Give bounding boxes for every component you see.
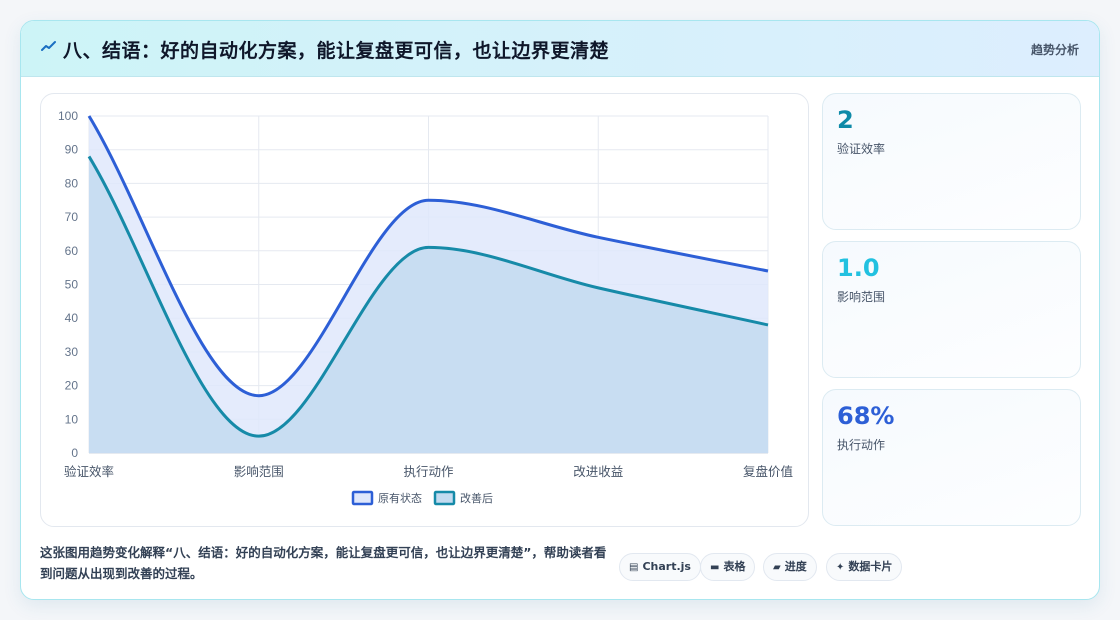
- x-tick-label: 执行动作: [403, 464, 454, 479]
- y-tick-label: 40: [65, 311, 79, 325]
- stat-value: 68%: [837, 402, 895, 430]
- chip-label: 表格: [723, 560, 746, 573]
- chart-icon: ▤: [629, 562, 639, 573]
- chip-progress[interactable]: ▰ 进度: [763, 553, 817, 581]
- legend-label: 改善后: [460, 491, 493, 505]
- trend-icon: [41, 41, 56, 51]
- x-tick-label: 影响范围: [234, 464, 284, 479]
- card-header: 八、结语：好的自动化方案，能让复盘更可信，也让边界更清楚 趋势分析: [21, 21, 1099, 77]
- y-tick-label: 0: [71, 446, 78, 460]
- x-tick-label: 验证效率: [64, 464, 114, 479]
- chip-chartjs[interactable]: ▤ Chart.js: [619, 553, 701, 581]
- series-line-1: [87, 155, 769, 438]
- y-tick-label: 80: [65, 176, 79, 190]
- legend-label: 原有状态: [378, 491, 422, 505]
- stat-label: 执行动作: [837, 438, 886, 452]
- x-tick-label: 复盘价值: [743, 464, 793, 479]
- page-title: 八、结语：好的自动化方案，能让复盘更可信，也让边界更清楚: [63, 40, 610, 62]
- stat-value: 2: [837, 106, 854, 134]
- y-tick-label: 60: [65, 244, 79, 258]
- y-tick-label: 70: [65, 210, 79, 224]
- series-area-1: [89, 156, 768, 453]
- stat-label: 影响范围: [837, 290, 886, 304]
- stat-card-1: 2 验证效率: [822, 93, 1081, 230]
- y-tick-label: 50: [65, 278, 79, 292]
- y-tick-label: 90: [65, 143, 79, 157]
- category-tag: 趋势分析: [1030, 43, 1079, 57]
- chip-label: Chart.js: [642, 560, 691, 573]
- stat-value: 1.0: [837, 254, 880, 282]
- stat-card-2: 1.0 影响范围: [822, 241, 1081, 378]
- analysis-card: 八、结语：好的自动化方案，能让复盘更可信，也让边界更清楚 趋势分析 0 10 20 3…: [20, 20, 1100, 600]
- chip-label: 进度: [784, 560, 807, 573]
- chart-panel: 0 10 20 30 40 50 60 70 80 90 100 验证效率 影响范围 执行动作 改进收益 复盘…: [40, 93, 809, 527]
- stat-card-3: 68% 执行动作: [822, 389, 1081, 526]
- progress-icon: ▰: [773, 562, 781, 573]
- series-line-0: [87, 115, 769, 398]
- sparkle-icon: ✦: [836, 562, 845, 573]
- legend-swatch: [351, 490, 374, 506]
- chart-description: 这张图用趋势变化解释“八、结语：好的自动化方案，能让复盘更可信，也让边界更清楚”…: [40, 545, 607, 581]
- table-icon: ▬: [710, 562, 720, 573]
- y-tick-label: 100: [58, 109, 78, 123]
- stat-label: 验证效率: [837, 142, 886, 156]
- y-tick-label: 20: [65, 379, 79, 393]
- chip-label: 数据卡片: [848, 560, 893, 573]
- trend-chart: 0 10 20 30 40 50 60 70 80 90 100 验证效率 影响范围 执行动作 改进收益 复盘…: [58, 109, 793, 506]
- legend-swatch: [433, 490, 456, 506]
- chip-table[interactable]: ▬ 表格: [700, 553, 756, 581]
- x-tick-label: 改进收益: [573, 464, 623, 479]
- y-tick-label: 30: [65, 345, 79, 359]
- chip-data-card[interactable]: ✦ 数据卡片: [826, 553, 903, 581]
- y-tick-label: 10: [65, 412, 79, 426]
